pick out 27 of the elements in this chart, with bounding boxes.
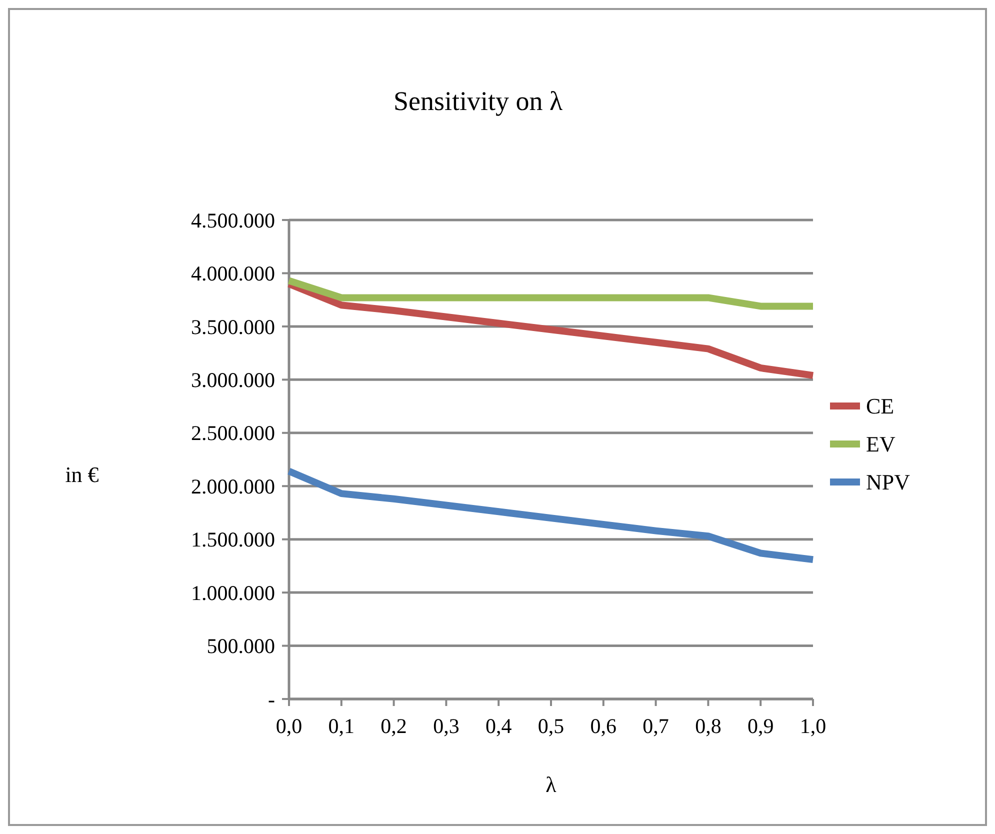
- y-tick-label: 4.500.000: [191, 208, 275, 232]
- x-tick-label: 0,8: [695, 714, 722, 738]
- y-tick-label: 2.500.000: [191, 421, 275, 446]
- x-tick-label: 0,9: [747, 714, 774, 738]
- legend-label: CE: [866, 394, 894, 419]
- x-tick-label: 0,1: [328, 714, 355, 738]
- x-tick-label: 0,5: [538, 714, 564, 738]
- legend-label: NPV: [866, 470, 910, 495]
- x-tick-label: 0,2: [380, 714, 407, 738]
- y-tick-label: 2.000.000: [191, 474, 275, 498]
- y-tick-label: 3.500.000: [191, 314, 275, 339]
- legend-label: EV: [866, 432, 896, 457]
- x-axis-title: λ: [546, 772, 557, 797]
- y-tick-label: 3.000.000: [191, 368, 275, 392]
- y-tick-label: 1.000.000: [191, 580, 275, 605]
- x-tick-label: 0,3: [433, 714, 460, 738]
- x-tick-label: 0,4: [485, 714, 512, 738]
- y-tick-label: 4.000.000: [191, 262, 275, 286]
- x-tick-label: 0,0: [276, 714, 302, 738]
- x-tick-label: 1,0: [800, 714, 826, 738]
- y-tick-label: 500.000: [206, 634, 275, 658]
- x-tick-label: 0,7: [642, 714, 669, 738]
- y-tick-label: 1.500.000: [191, 528, 275, 552]
- y-tick-label: -: [268, 687, 275, 712]
- x-tick-label: 0,6: [590, 714, 617, 738]
- y-axis-title: in €: [65, 462, 99, 487]
- chart-title: Sensitivity on λ: [393, 86, 563, 116]
